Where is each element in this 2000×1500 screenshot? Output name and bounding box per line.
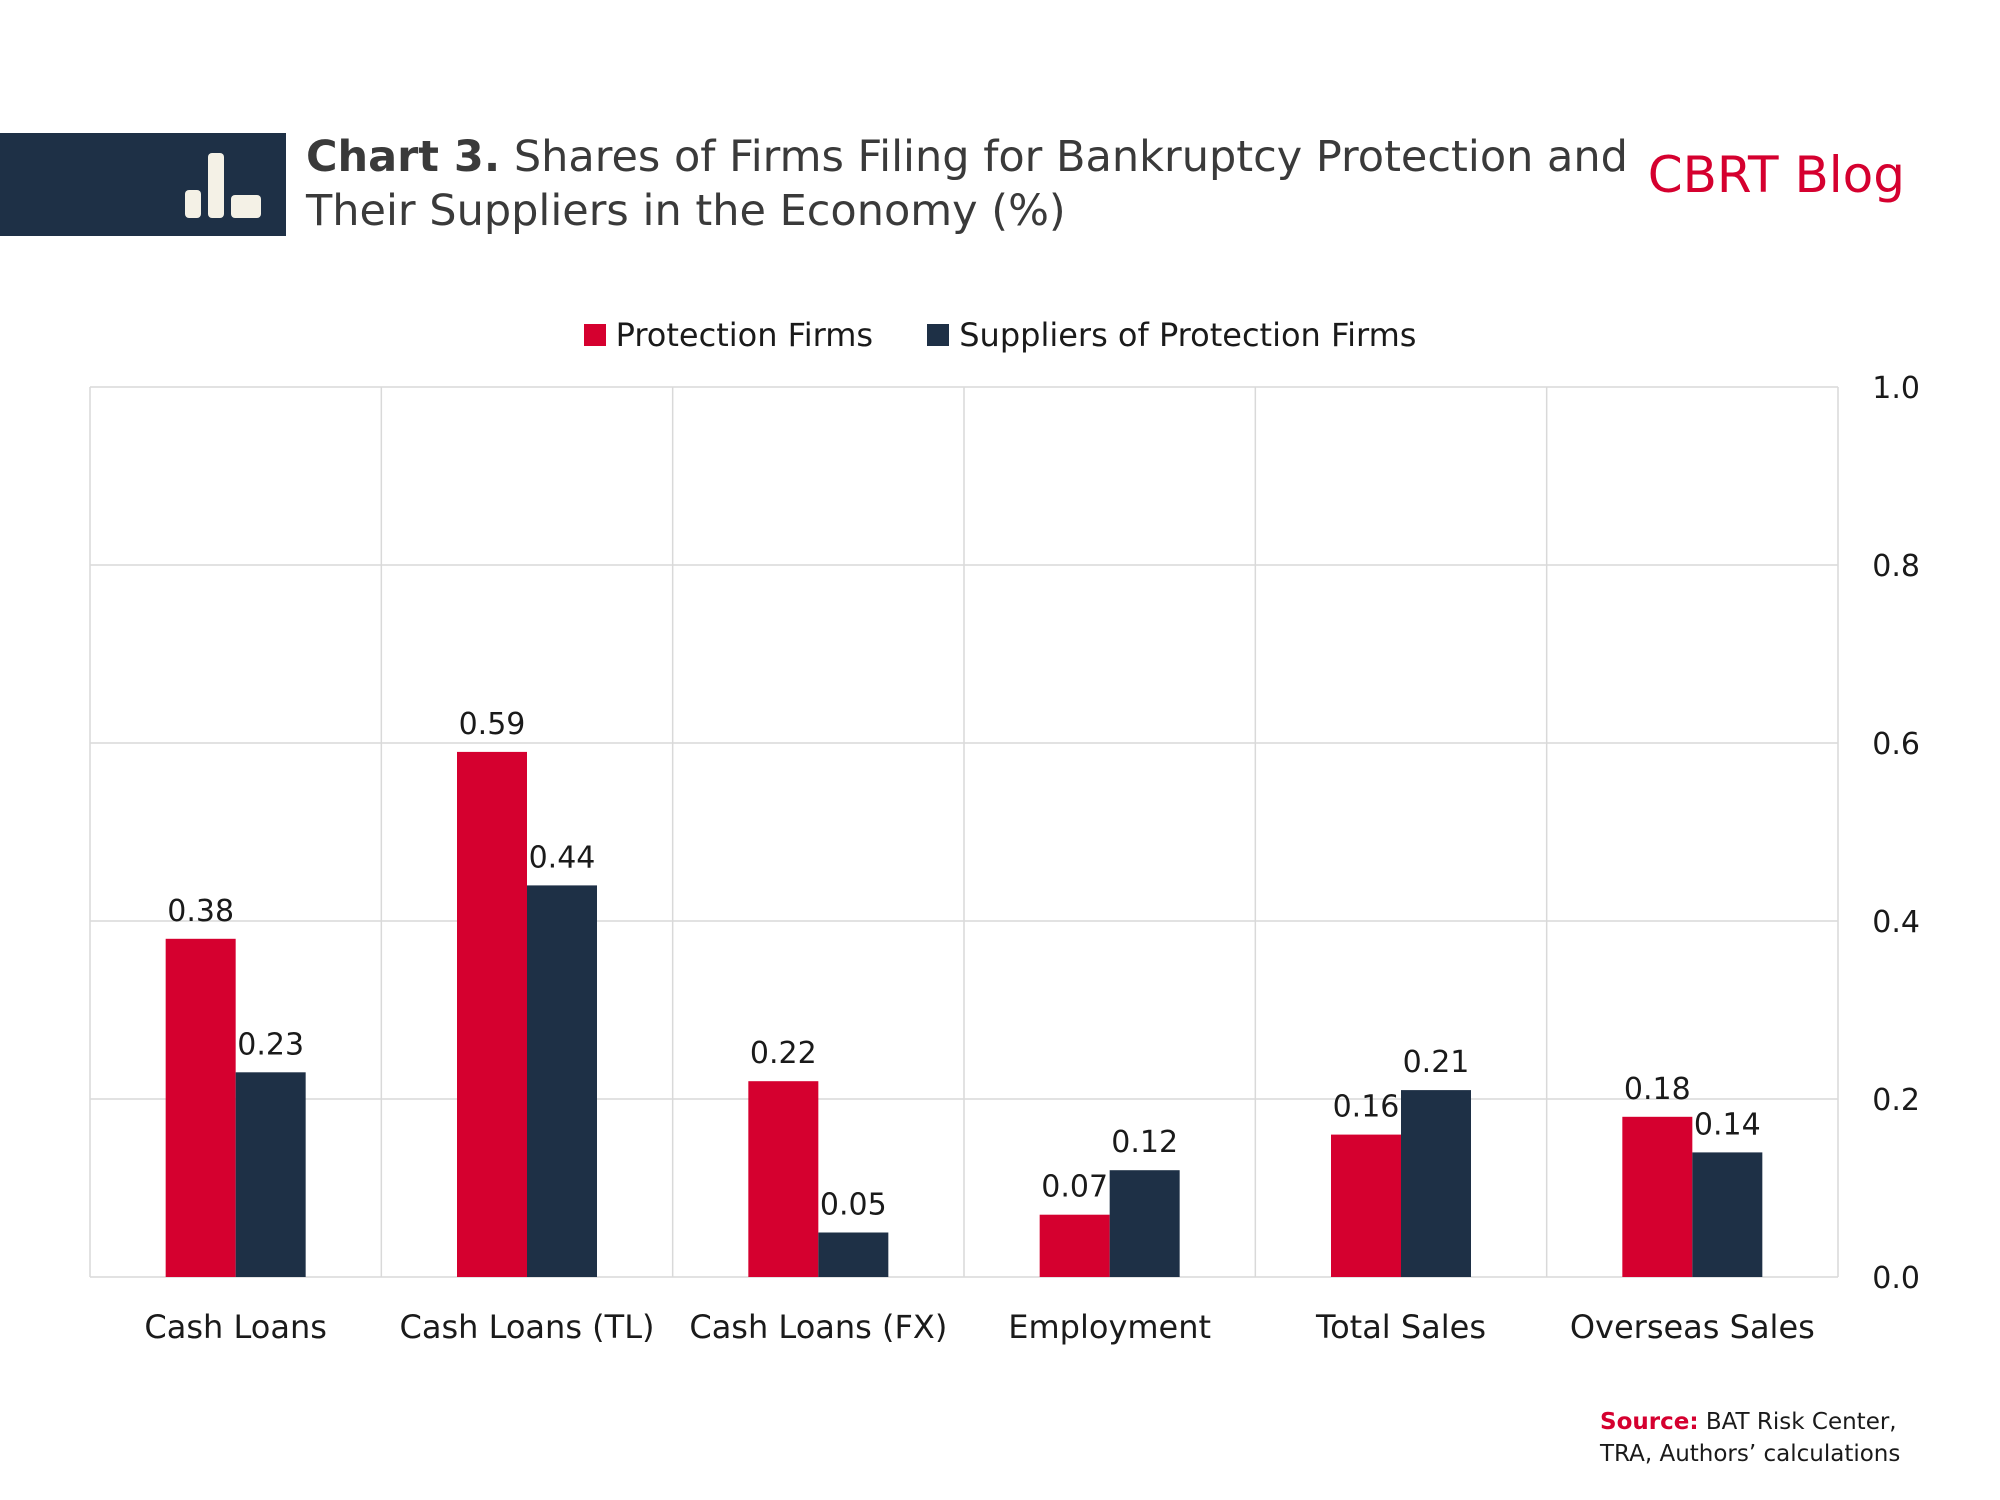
bar-protection	[748, 1081, 819, 1277]
title-banner	[0, 133, 286, 236]
bar-protection	[1622, 1116, 1693, 1277]
y-tick-label: 1.0	[1872, 371, 1920, 406]
data-label-suppliers: 0.44	[529, 840, 596, 875]
data-label-protection: 0.38	[167, 894, 234, 929]
category-label: Cash Loans (FX)	[689, 1308, 947, 1346]
bar-suppliers	[1401, 1090, 1471, 1277]
legend-label-suppliers: Suppliers of Protection Firms	[959, 316, 1417, 354]
legend-item-protection: Protection Firms	[583, 316, 874, 354]
legend-swatch-suppliers	[927, 324, 950, 346]
y-tick-label: 0.4	[1872, 905, 1920, 940]
y-tick-label: 0.8	[1872, 549, 1920, 584]
data-label-suppliers: 0.21	[1403, 1045, 1470, 1080]
chart-title: Chart 3. Shares of Firms Filing for Bank…	[306, 130, 1636, 238]
data-label-protection: 0.16	[1333, 1090, 1400, 1125]
legend-label-protection: Protection Firms	[615, 316, 874, 354]
bar-protection	[165, 938, 236, 1277]
data-label-suppliers: 0.12	[1111, 1125, 1178, 1160]
bar-suppliers	[527, 885, 597, 1277]
source-line-2: TRA, Authors’ calculations	[1600, 1441, 1901, 1467]
brand-label: CBRT Blog	[1647, 146, 1905, 204]
data-label-protection: 0.07	[1041, 1170, 1108, 1205]
source-label: Source:	[1600, 1409, 1699, 1435]
data-label-protection: 0.22	[750, 1036, 817, 1071]
bar-protection	[1039, 1214, 1110, 1277]
source-line-1: BAT Risk Center,	[1705, 1409, 1897, 1435]
y-tick-label: 0.2	[1872, 1083, 1920, 1118]
data-label-protection: 0.18	[1624, 1072, 1691, 1107]
data-label-suppliers: 0.14	[1694, 1107, 1761, 1142]
data-label-protection: 0.59	[459, 707, 526, 742]
category-label: Total Sales	[1315, 1308, 1486, 1346]
category-label: Employment	[1008, 1308, 1211, 1346]
bar-suppliers	[818, 1232, 889, 1277]
bar-chart-icon	[185, 153, 261, 218]
chart-title-text: Shares of Firms Filing for Bankruptcy Pr…	[306, 132, 1628, 236]
category-label: Cash Loans	[144, 1308, 326, 1346]
category-label: Overseas Sales	[1570, 1308, 1815, 1346]
legend-item-suppliers: Suppliers of Protection Firms	[927, 316, 1416, 354]
y-tick-label: 0.6	[1872, 727, 1920, 762]
y-tick-label: 0.0	[1872, 1261, 1920, 1296]
source-note: Source: BAT Risk Center, TRA, Authors’ c…	[1600, 1406, 1900, 1470]
bar-suppliers	[235, 1072, 306, 1277]
bar-suppliers	[1692, 1152, 1763, 1277]
bar-suppliers	[1109, 1170, 1180, 1277]
category-label: Cash Loans (TL)	[400, 1308, 655, 1346]
chart-legend: Protection Firms Suppliers of Protection…	[0, 316, 2000, 354]
bar-protection	[457, 751, 527, 1277]
bar-protection	[1331, 1134, 1401, 1277]
data-label-suppliers: 0.23	[237, 1027, 304, 1062]
legend-swatch-protection	[583, 324, 606, 346]
data-label-suppliers: 0.05	[820, 1188, 887, 1223]
chart-number: Chart 3.	[306, 132, 501, 182]
